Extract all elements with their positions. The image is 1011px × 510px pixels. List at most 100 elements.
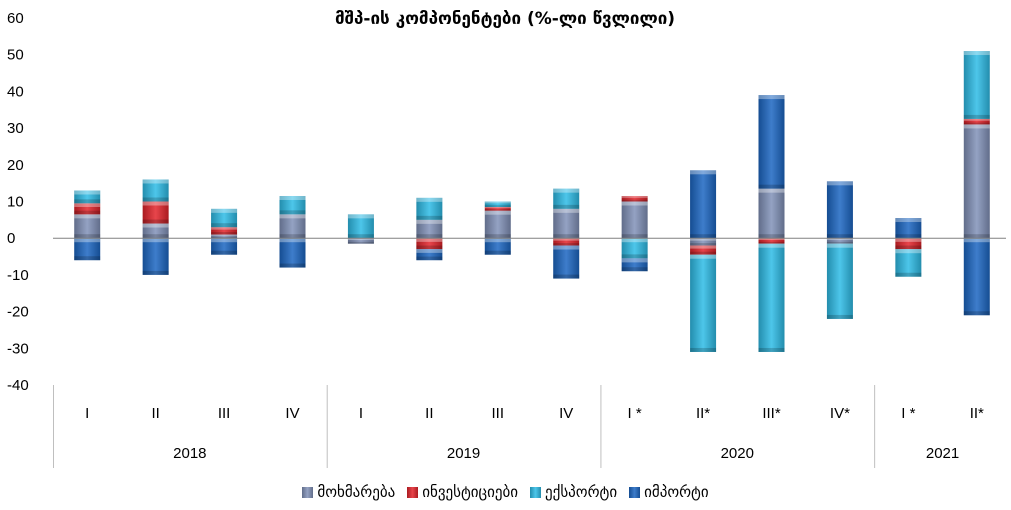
bar-3-6-bevel-bottom xyxy=(416,215,443,220)
bar-1-10 xyxy=(690,238,717,246)
legend-label: ინვესტიციები xyxy=(422,483,519,501)
y-tick-label: 0 xyxy=(7,230,15,247)
legend-label: იმპორტი xyxy=(644,483,709,501)
bar-1-3-bevel-bottom xyxy=(211,236,238,239)
bar-1-12 xyxy=(826,238,853,244)
bar-4-13-bevel-bottom xyxy=(895,234,922,239)
bar-3-4 xyxy=(279,195,306,215)
x-tick-label: III xyxy=(218,405,231,422)
bar-1-12-bevel-top xyxy=(826,238,853,241)
y-tick-label: -10 xyxy=(7,267,29,284)
legend-item-2: ინვესტიციები xyxy=(407,483,518,501)
bar-2-14-bevel-top xyxy=(963,118,990,121)
x-tick-label: II xyxy=(425,405,433,422)
bar-3-5-bevel-top xyxy=(347,214,374,219)
bar-2-9-bevel-bottom xyxy=(621,199,648,202)
bar-4-9-bevel-top xyxy=(621,258,648,263)
bar-3-9-bevel-top xyxy=(621,238,648,243)
bar-4-13 xyxy=(895,218,922,239)
bar-3-13 xyxy=(895,249,922,277)
bar-3-11-bevel-top xyxy=(758,243,785,248)
bar-2-13-bevel-bottom xyxy=(895,245,922,250)
bar-1-11 xyxy=(758,188,785,239)
group-label-2021: 2021 xyxy=(926,445,959,462)
bar-2-3-bevel-bottom xyxy=(211,232,238,235)
x-tick-label: I * xyxy=(901,405,915,422)
bar-2-10-bevel-bottom xyxy=(690,251,717,255)
bar-3-14 xyxy=(963,51,990,119)
bar-4-1 xyxy=(74,238,101,261)
bar-4-4-bevel-bottom xyxy=(279,263,306,268)
bar-3-8 xyxy=(553,188,580,209)
bar-1-3 xyxy=(211,234,238,239)
bar-2-7-bevel-top xyxy=(484,207,511,209)
bar-4-14-bevel-bottom xyxy=(963,311,990,316)
bar-1-7 xyxy=(484,210,511,239)
bar-2-3 xyxy=(211,227,238,235)
bar-4-8-bevel-bottom xyxy=(553,274,580,279)
bar-1-1-bevel-top xyxy=(74,214,101,219)
bar-3-14-bevel-top xyxy=(963,51,990,56)
bar-2-13 xyxy=(895,238,922,250)
bar-1-8 xyxy=(553,208,580,239)
bar-4-7-bevel-top xyxy=(484,238,511,243)
bar-4-12-bevel-top xyxy=(826,181,853,186)
bar-1-11-bevel-top xyxy=(758,188,785,193)
bar-3-7 xyxy=(484,201,511,208)
legend-item-4: იმპორტი xyxy=(629,483,709,501)
bar-1-9-bevel-bottom xyxy=(621,234,648,239)
bar-1-1-bevel-bottom xyxy=(74,234,101,239)
legend-swatch xyxy=(302,487,314,498)
bar-1-2-bevel-bottom xyxy=(142,234,169,239)
bar-3-1 xyxy=(74,190,101,204)
bar-4-6 xyxy=(416,249,443,261)
bar-2-6-bevel-bottom xyxy=(416,245,443,250)
bar-1-14-bevel-top xyxy=(963,124,990,129)
bar-1-4 xyxy=(279,214,306,239)
bar-1-8-bevel-bottom xyxy=(553,234,580,239)
bar-4-9 xyxy=(621,258,648,272)
bar-3-13-bevel-bottom xyxy=(895,272,922,277)
bar-1-6-bevel-bottom xyxy=(416,234,443,239)
bar-1-12-bevel-bottom xyxy=(826,241,853,244)
bar-4-7-bevel-bottom xyxy=(484,250,511,255)
bar-1-7-bevel-top xyxy=(484,210,511,215)
y-tick-label: 30 xyxy=(7,120,24,137)
bar-2-11-bevel-bottom xyxy=(758,241,785,244)
bar-1-4-bevel-bottom xyxy=(279,234,306,239)
bar-4-6-bevel-bottom xyxy=(416,256,443,261)
bar-3-2-bevel-top xyxy=(142,179,169,184)
legend-label: მოხმარება xyxy=(317,483,396,501)
bar-3-10-bevel-top xyxy=(690,254,717,259)
bar-3-3-bevel-bottom xyxy=(211,223,238,228)
bar-2-1-bevel-top xyxy=(74,203,101,208)
bar-4-14-bevel-top xyxy=(963,238,990,243)
bar-4-2-bevel-top xyxy=(142,238,169,243)
bar-3-6-bevel-top xyxy=(416,197,443,202)
x-tick-label: IV xyxy=(559,405,573,422)
x-tick-label: II* xyxy=(970,405,984,422)
y-tick-label: 40 xyxy=(7,83,24,100)
bar-3-14-bevel-bottom xyxy=(963,114,990,119)
group-label-2018: 2018 xyxy=(173,445,206,462)
legend-label: ექსპორტი xyxy=(545,483,618,501)
bar-3-4-bevel-bottom xyxy=(279,210,306,215)
bar-4-2 xyxy=(142,238,169,275)
bar-3-8-bevel-bottom xyxy=(553,204,580,209)
bar-1-11-bevel-bottom xyxy=(758,234,785,239)
bar-3-10 xyxy=(690,254,717,352)
bar-4-10-bevel-top xyxy=(690,170,717,175)
y-tick-label: -20 xyxy=(7,304,29,321)
bar-2-3-bevel-top xyxy=(211,227,238,230)
bar-3-11 xyxy=(758,243,785,352)
bar-4-11-bevel-top xyxy=(758,95,785,100)
bar-1-5-bevel-top xyxy=(347,238,374,241)
bar-4-6-bevel-top xyxy=(416,249,443,253)
bar-3-4-bevel-top xyxy=(279,195,306,200)
bar-4-11 xyxy=(758,95,785,189)
bar-4-2-bevel-bottom xyxy=(142,270,169,275)
group-label-2020: 2020 xyxy=(721,445,754,462)
bar-1-5-bevel-bottom xyxy=(347,241,374,244)
bar-3-2-bevel-bottom xyxy=(142,197,169,202)
bar-2-10-bevel-top xyxy=(690,245,717,249)
